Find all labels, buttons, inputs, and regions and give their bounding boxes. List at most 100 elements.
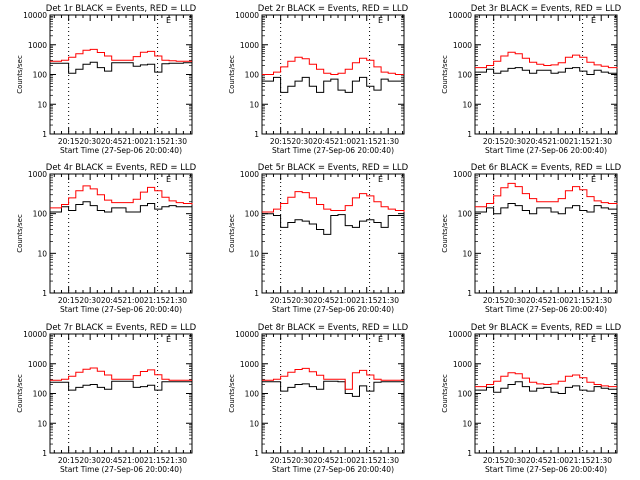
y-tick-label: 10 — [37, 249, 47, 258]
x-tick-label: 21:15 — [356, 456, 378, 465]
y-tick-label: 1 — [467, 289, 472, 298]
x-tick-label: 20:15 — [58, 296, 80, 305]
y-tick-label: 100 — [33, 71, 48, 80]
x-tick-label: 21:15 — [569, 137, 591, 146]
y-tick-label: 1000 — [28, 170, 47, 179]
y-tick-label: 10000 — [235, 11, 259, 20]
y-axis-label: Counts/sec — [228, 214, 236, 253]
y-tick-label: 1 — [254, 289, 259, 298]
x-tick-label: 21:30 — [590, 456, 612, 465]
y-tick-label: 100 — [245, 210, 260, 219]
lld-series-line — [262, 191, 405, 213]
annotation-label: E — [166, 175, 171, 184]
x-tick-label: 21:15 — [569, 456, 591, 465]
y-tick-label: 10 — [462, 249, 472, 258]
y-tick-label: 1000 — [28, 41, 47, 50]
x-tick-label: 20:45 — [313, 456, 335, 465]
y-tick-label: 100 — [458, 210, 473, 219]
x-tick-label: 20:15 — [58, 137, 80, 146]
x-tick-label: 20:15 — [270, 456, 292, 465]
panel-title: Det 5r BLACK = Events, RED = LLD — [258, 163, 409, 173]
y-tick-label: 10000 — [23, 11, 47, 20]
annotation-label: E — [591, 16, 596, 25]
y-tick-label: 10000 — [448, 330, 472, 339]
x-axis-label: Start Time (27-Sep-06 20:00:40) — [60, 146, 182, 155]
x-tick-label: 20:30 — [79, 137, 101, 146]
detector-panel-6: Det 6r BLACK = Events, RED = LLD 1 10 100 10… — [441, 163, 622, 314]
y-tick-label: 1000 — [240, 41, 259, 50]
detector-panels: Det 1r BLACK = Events, RED = LLD 1 10 100 10… — [16, 4, 622, 474]
x-tick-label: 21:30 — [590, 137, 612, 146]
x-axis-label: Start Time (27-Sep-06 20:00:40) — [60, 305, 182, 314]
panel-title: Det 8r BLACK = Events, RED = LLD — [258, 323, 409, 333]
x-tick-label: 21:00 — [547, 137, 569, 146]
x-tick-label: 20:45 — [101, 296, 123, 305]
x-tick-label: 20:15 — [483, 456, 505, 465]
panel-title: Det 3r BLACK = Events, RED = LLD — [471, 4, 622, 14]
annotation-label: E — [378, 335, 383, 344]
y-tick-label: 10000 — [448, 11, 472, 20]
plot-frame — [474, 173, 618, 294]
detector-panel-7: Det 7r BLACK = Events, RED = LLD 1 10 100 10… — [16, 323, 197, 474]
panel-title: Det 1r BLACK = Events, RED = LLD — [46, 4, 197, 14]
x-tick-label: 21:30 — [165, 296, 187, 305]
y-tick-label: 1000 — [453, 360, 472, 369]
annotation-label: E — [166, 335, 171, 344]
y-tick-label: 1 — [254, 449, 259, 458]
y-tick-label: 1000 — [453, 170, 472, 179]
panel-title: Det 4r BLACK = Events, RED = LLD — [46, 163, 197, 173]
detector-panel-5: Det 5r BLACK = Events, RED = LLD 1 10 100 10… — [228, 163, 409, 314]
y-axis-label: Counts/sec — [441, 55, 449, 94]
x-tick-label: 21:00 — [334, 137, 356, 146]
y-tick-label: 10 — [462, 100, 472, 109]
y-tick-label: 1000 — [240, 170, 259, 179]
detector-panel-9: Det 9r BLACK = Events, RED = LLD 1 10 100 10… — [441, 323, 622, 474]
x-tick-label: 21:15 — [569, 296, 591, 305]
detector-panel-2: Det 2r BLACK = Events, RED = LLD 1 10 100 10… — [228, 4, 409, 155]
y-tick-label: 1 — [254, 130, 259, 139]
events-series-line — [262, 76, 405, 93]
x-tick-label: 20:15 — [270, 296, 292, 305]
x-tick-label: 21:00 — [547, 296, 569, 305]
x-tick-label: 20:30 — [79, 456, 101, 465]
annotation-label: E — [378, 175, 383, 184]
y-tick-label: 100 — [458, 71, 473, 80]
x-tick-label: 21:15 — [144, 456, 166, 465]
panel-title: Det 2r BLACK = Events, RED = LLD — [258, 4, 409, 14]
x-tick-label: 20:30 — [291, 296, 313, 305]
y-axis-label: Counts/sec — [16, 214, 24, 253]
lld-series-line — [475, 182, 618, 208]
annotation-label: E — [591, 175, 596, 184]
y-axis-label: Counts/sec — [228, 55, 236, 94]
x-tick-label: 21:00 — [334, 456, 356, 465]
plot-frame — [49, 173, 193, 294]
lld-series-line — [50, 48, 192, 62]
x-tick-label: 20:30 — [504, 296, 526, 305]
y-tick-label: 1 — [467, 130, 472, 139]
x-tick-label: 21:00 — [122, 137, 144, 146]
y-tick-label: 10 — [37, 100, 47, 109]
x-axis-label: Start Time (27-Sep-06 20:00:40) — [485, 465, 607, 474]
plot-frame — [261, 173, 405, 294]
x-tick-label: 21:30 — [377, 456, 399, 465]
y-axis-label: Counts/sec — [228, 374, 236, 413]
annotation-label: E — [378, 16, 383, 25]
x-tick-label: 20:30 — [504, 137, 526, 146]
detector-panel-8: Det 8r BLACK = Events, RED = LLD 1 10 100 10… — [228, 323, 409, 474]
annotation-label: E — [591, 335, 596, 344]
x-tick-label: 20:45 — [526, 456, 548, 465]
annotation-label: E — [166, 16, 171, 25]
events-series-line — [475, 203, 617, 215]
x-tick-label: 21:30 — [165, 456, 187, 465]
lld-series-line — [50, 367, 192, 381]
y-tick-label: 1 — [42, 289, 47, 298]
panel-title: Det 7r BLACK = Events, RED = LLD — [46, 323, 197, 333]
y-tick-label: 10000 — [23, 330, 47, 339]
detector-panel-1: Det 1r BLACK = Events, RED = LLD 1 10 100 10… — [16, 4, 197, 155]
x-tick-label: 20:45 — [526, 296, 548, 305]
x-tick-label: 21:30 — [590, 296, 612, 305]
events-series-line — [475, 67, 618, 75]
y-tick-label: 10 — [37, 419, 47, 428]
